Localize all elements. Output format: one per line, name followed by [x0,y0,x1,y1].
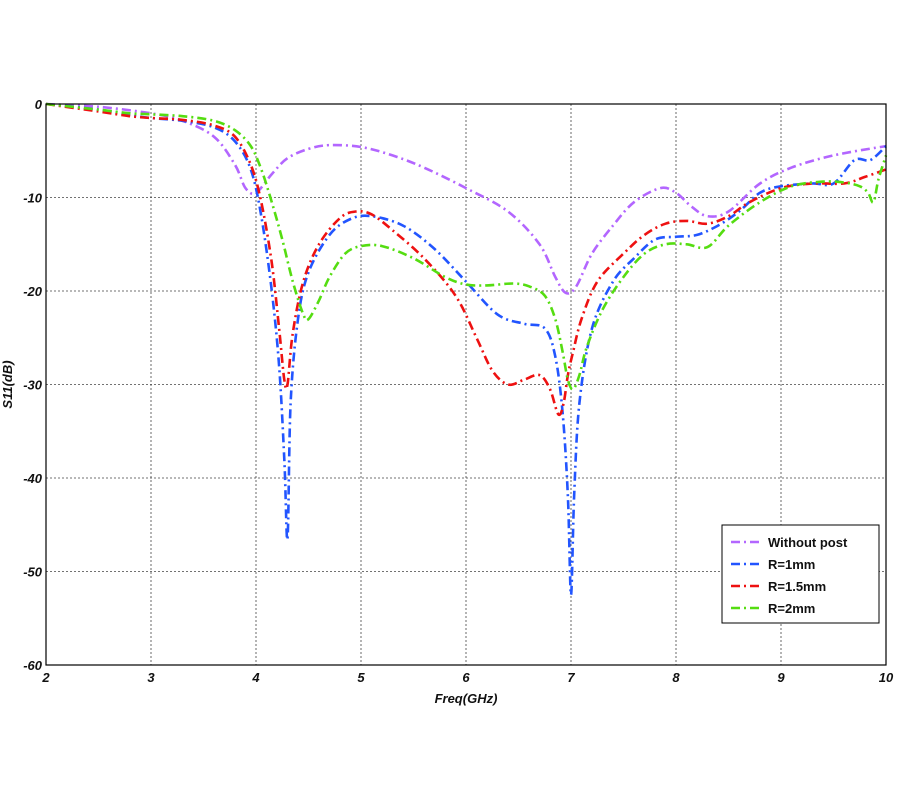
legend-label: Without post [768,535,848,550]
series-lines [45,102,888,597]
y-tick-label: -60 [23,658,43,673]
x-tick-label: 10 [879,670,894,685]
x-tick-label: 3 [147,670,155,685]
x-tick-label: 2 [41,670,50,685]
x-tick-label: 7 [567,670,575,685]
y-tick-label: -30 [23,378,43,393]
series-line-r-2mm [45,102,888,391]
y-axis-label: S11(dB) [0,360,15,408]
x-tick-label: 5 [357,670,365,685]
legend-label: R=1mm [768,557,815,572]
y-tick-label: -20 [23,284,43,299]
x-tick-label: 4 [251,670,260,685]
legend-label: R=1.5mm [768,579,826,594]
y-tick-label: 0 [35,97,43,112]
legend: Without post R=1mm R=1.5mm R=2mm [721,524,880,624]
tick-labels: 2 3 4 5 6 7 8 9 10 0 -10 -20 -30 -40 -50 -60 [23,97,894,685]
y-tick-label: -10 [23,191,43,206]
legend-box [721,524,880,624]
series-line-r-1mm [45,102,887,597]
legend-label: R=2mm [768,601,815,616]
y-tick-label: -50 [23,565,43,580]
plot-frame [45,103,887,666]
y-tick-label: -40 [23,471,43,486]
series-line-without-post [45,102,887,295]
x-tick-label: 6 [462,670,470,685]
x-axis-label: Freq(GHz) [435,691,498,706]
x-tick-label: 9 [777,670,785,685]
x-tick-label: 8 [672,670,680,685]
